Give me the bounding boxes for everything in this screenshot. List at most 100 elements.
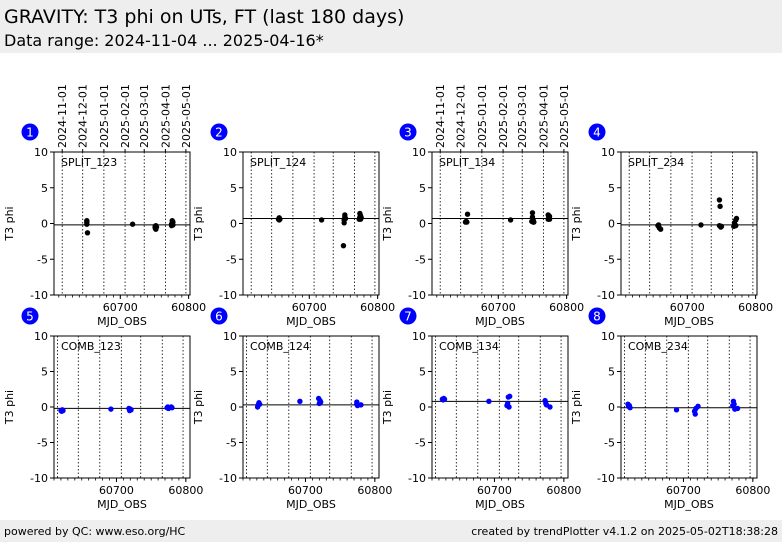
data-point: [546, 216, 553, 222]
y-tick-label: 5: [419, 182, 426, 195]
y-tick-label: -5: [37, 437, 48, 450]
panel-index-badge: [210, 123, 228, 141]
panel-index-badge: [21, 307, 39, 325]
panel-index-number: 4: [593, 126, 601, 140]
panel-index-badge: [21, 123, 39, 141]
panel-6: -10 -5 0 5 10 60700 60800 MJD_OBS T3 phi COMB_124…: [192, 307, 392, 511]
header: GRAVITY: T3 phi on UTs, FT (last 180 day…: [0, 0, 782, 53]
x-tick-label: 60800: [168, 484, 203, 497]
panel-index-number: 2: [215, 126, 223, 140]
y-tick-label: 10: [601, 330, 615, 343]
date-tick-label: 2025-05-01: [180, 84, 193, 148]
y-tick-label: -5: [415, 437, 426, 450]
data-point: [256, 401, 263, 407]
data-point: [464, 211, 471, 217]
panel-index-number: 3: [404, 126, 412, 140]
panel-label: COMB_123: [61, 340, 121, 353]
data-point: [342, 215, 349, 222]
y-tick-label: -10: [30, 472, 48, 485]
x-tick-label: 60800: [735, 484, 770, 497]
y-tick-label: 10: [601, 146, 615, 159]
data-point: [529, 210, 536, 216]
date-tick-label: 2024-11-01: [434, 84, 447, 148]
x-tick-label: 60800: [546, 484, 581, 497]
x-tick-label: 60800: [171, 301, 206, 314]
footer-credit: powered by QC: www.eso.org/HC: [4, 525, 186, 538]
date-tick-label: 2025-03-01: [138, 84, 151, 148]
y-axis-label: T3 phi: [192, 206, 205, 241]
x-axis-label: MJD_OBS: [664, 315, 714, 328]
x-axis-label: MJD_OBS: [664, 498, 714, 511]
y-axis-label: T3 phi: [381, 206, 394, 241]
plot-frame: [242, 151, 380, 296]
panel-3: -10 -5 0 5 10 60700 60800 MJD_OBS T3 phi SPLIT_13…: [381, 84, 584, 328]
date-tick-label: 2025-03-01: [516, 84, 529, 148]
date-tick-label: 2024-12-01: [77, 84, 90, 148]
panel-index-badge: [399, 307, 417, 325]
panel-index-number: 1: [26, 126, 34, 140]
panel-7: -10 -5 0 5 10 60700 60800 MJD_OBS T3 phi COMB_134…: [381, 307, 581, 511]
x-tick-label: 60700: [477, 484, 512, 497]
y-tick-label: -5: [604, 253, 615, 266]
date-tick-label: 2025-05-01: [558, 84, 571, 148]
data-point: [733, 222, 739, 229]
data-point: [128, 407, 134, 413]
data-point: [507, 217, 514, 223]
x-tick-label: 60800: [357, 484, 392, 497]
x-tick-label: 60700: [288, 484, 323, 497]
x-tick-label: 60800: [549, 301, 584, 314]
data-point: [506, 404, 512, 410]
y-tick-label: 5: [230, 366, 237, 379]
panel-label: SPLIT_123: [61, 156, 117, 169]
y-tick-label: 0: [230, 401, 237, 414]
panel-index-number: 5: [26, 310, 34, 324]
panel-index-badge: [588, 307, 606, 325]
x-axis-label: MJD_OBS: [475, 315, 525, 328]
y-tick-label: 10: [34, 330, 48, 343]
x-tick-label: 60700: [670, 301, 705, 314]
data-point: [153, 224, 160, 230]
y-axis-label: T3 phi: [3, 206, 16, 241]
data-point: [441, 396, 448, 402]
y-tick-label: -5: [415, 253, 426, 266]
y-axis-label: T3 phi: [570, 390, 583, 425]
data-point: [734, 405, 741, 412]
x-axis-label: MJD_OBS: [286, 498, 336, 511]
data-point: [673, 407, 680, 413]
y-tick-label: 0: [608, 218, 615, 231]
date-tick-label: 2024-12-01: [455, 84, 468, 148]
data-point: [695, 403, 701, 409]
data-point: [486, 398, 492, 405]
x-tick-label: 60800: [738, 301, 773, 314]
data-point: [318, 217, 325, 223]
x-tick-label: 60700: [481, 301, 516, 314]
panel-label: SPLIT_134: [439, 156, 495, 169]
data-point: [297, 398, 303, 405]
date-tick-label: 2025-04-01: [159, 84, 172, 148]
data-point: [731, 401, 737, 407]
x-tick-label: 60700: [103, 301, 138, 314]
data-point: [60, 407, 66, 414]
y-tick-label: -10: [408, 472, 426, 485]
y-axis-label: T3 phi: [3, 390, 16, 425]
y-tick-label: -10: [219, 472, 237, 485]
data-point: [108, 406, 114, 412]
y-tick-label: 0: [41, 218, 48, 231]
data-point: [129, 221, 136, 227]
data-point: [692, 411, 698, 417]
date-tick-label: 2025-01-01: [98, 84, 111, 148]
y-tick-label: -10: [30, 289, 48, 302]
y-tick-label: -10: [219, 289, 237, 302]
date-tick-label: 2024-11-01: [56, 84, 69, 148]
y-tick-label: 0: [41, 401, 48, 414]
panel-index-number: 8: [593, 310, 601, 324]
y-tick-label: 0: [419, 218, 426, 231]
data-point: [507, 393, 513, 400]
data-point: [358, 215, 364, 221]
panel-index-badge: [588, 123, 606, 141]
y-axis-label: T3 phi: [192, 390, 205, 425]
y-tick-label: -10: [597, 472, 615, 485]
date-tick-label: 2025-04-01: [537, 84, 550, 148]
y-tick-label: -5: [37, 253, 48, 266]
date-tick-label: 2025-01-01: [476, 84, 489, 148]
